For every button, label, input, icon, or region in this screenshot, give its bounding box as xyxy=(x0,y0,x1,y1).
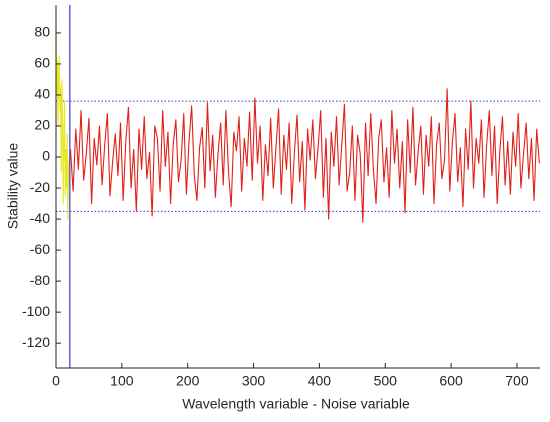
data-line xyxy=(69,88,540,223)
y-tick-label: -60 xyxy=(30,241,50,257)
y-tick-label: 60 xyxy=(34,55,50,71)
y-tick-label: -120 xyxy=(22,334,50,350)
x-tick-label: 300 xyxy=(242,373,266,389)
y-tick-label: 80 xyxy=(34,24,50,40)
x-tick-label: 700 xyxy=(505,373,529,389)
x-tick-label: 100 xyxy=(110,373,134,389)
y-tick-label: -20 xyxy=(30,179,50,195)
x-tick-label: 400 xyxy=(308,373,332,389)
y-tick-label: 0 xyxy=(42,148,50,164)
data-line xyxy=(55,20,70,220)
x-axis-label: Wavelength variable - Noise variable xyxy=(182,396,410,412)
x-tick-label: 600 xyxy=(439,373,463,389)
y-tick-label: -80 xyxy=(30,272,50,288)
y-tick-label: 20 xyxy=(34,117,50,133)
y-tick-label: -100 xyxy=(22,303,50,319)
y-tick-label: -40 xyxy=(30,210,50,226)
y-axis-label: Stability value xyxy=(5,143,21,230)
x-tick-label: 0 xyxy=(52,373,60,389)
y-tick-label: 40 xyxy=(34,86,50,102)
x-tick-label: 200 xyxy=(176,373,200,389)
x-tick-label: 500 xyxy=(374,373,398,389)
